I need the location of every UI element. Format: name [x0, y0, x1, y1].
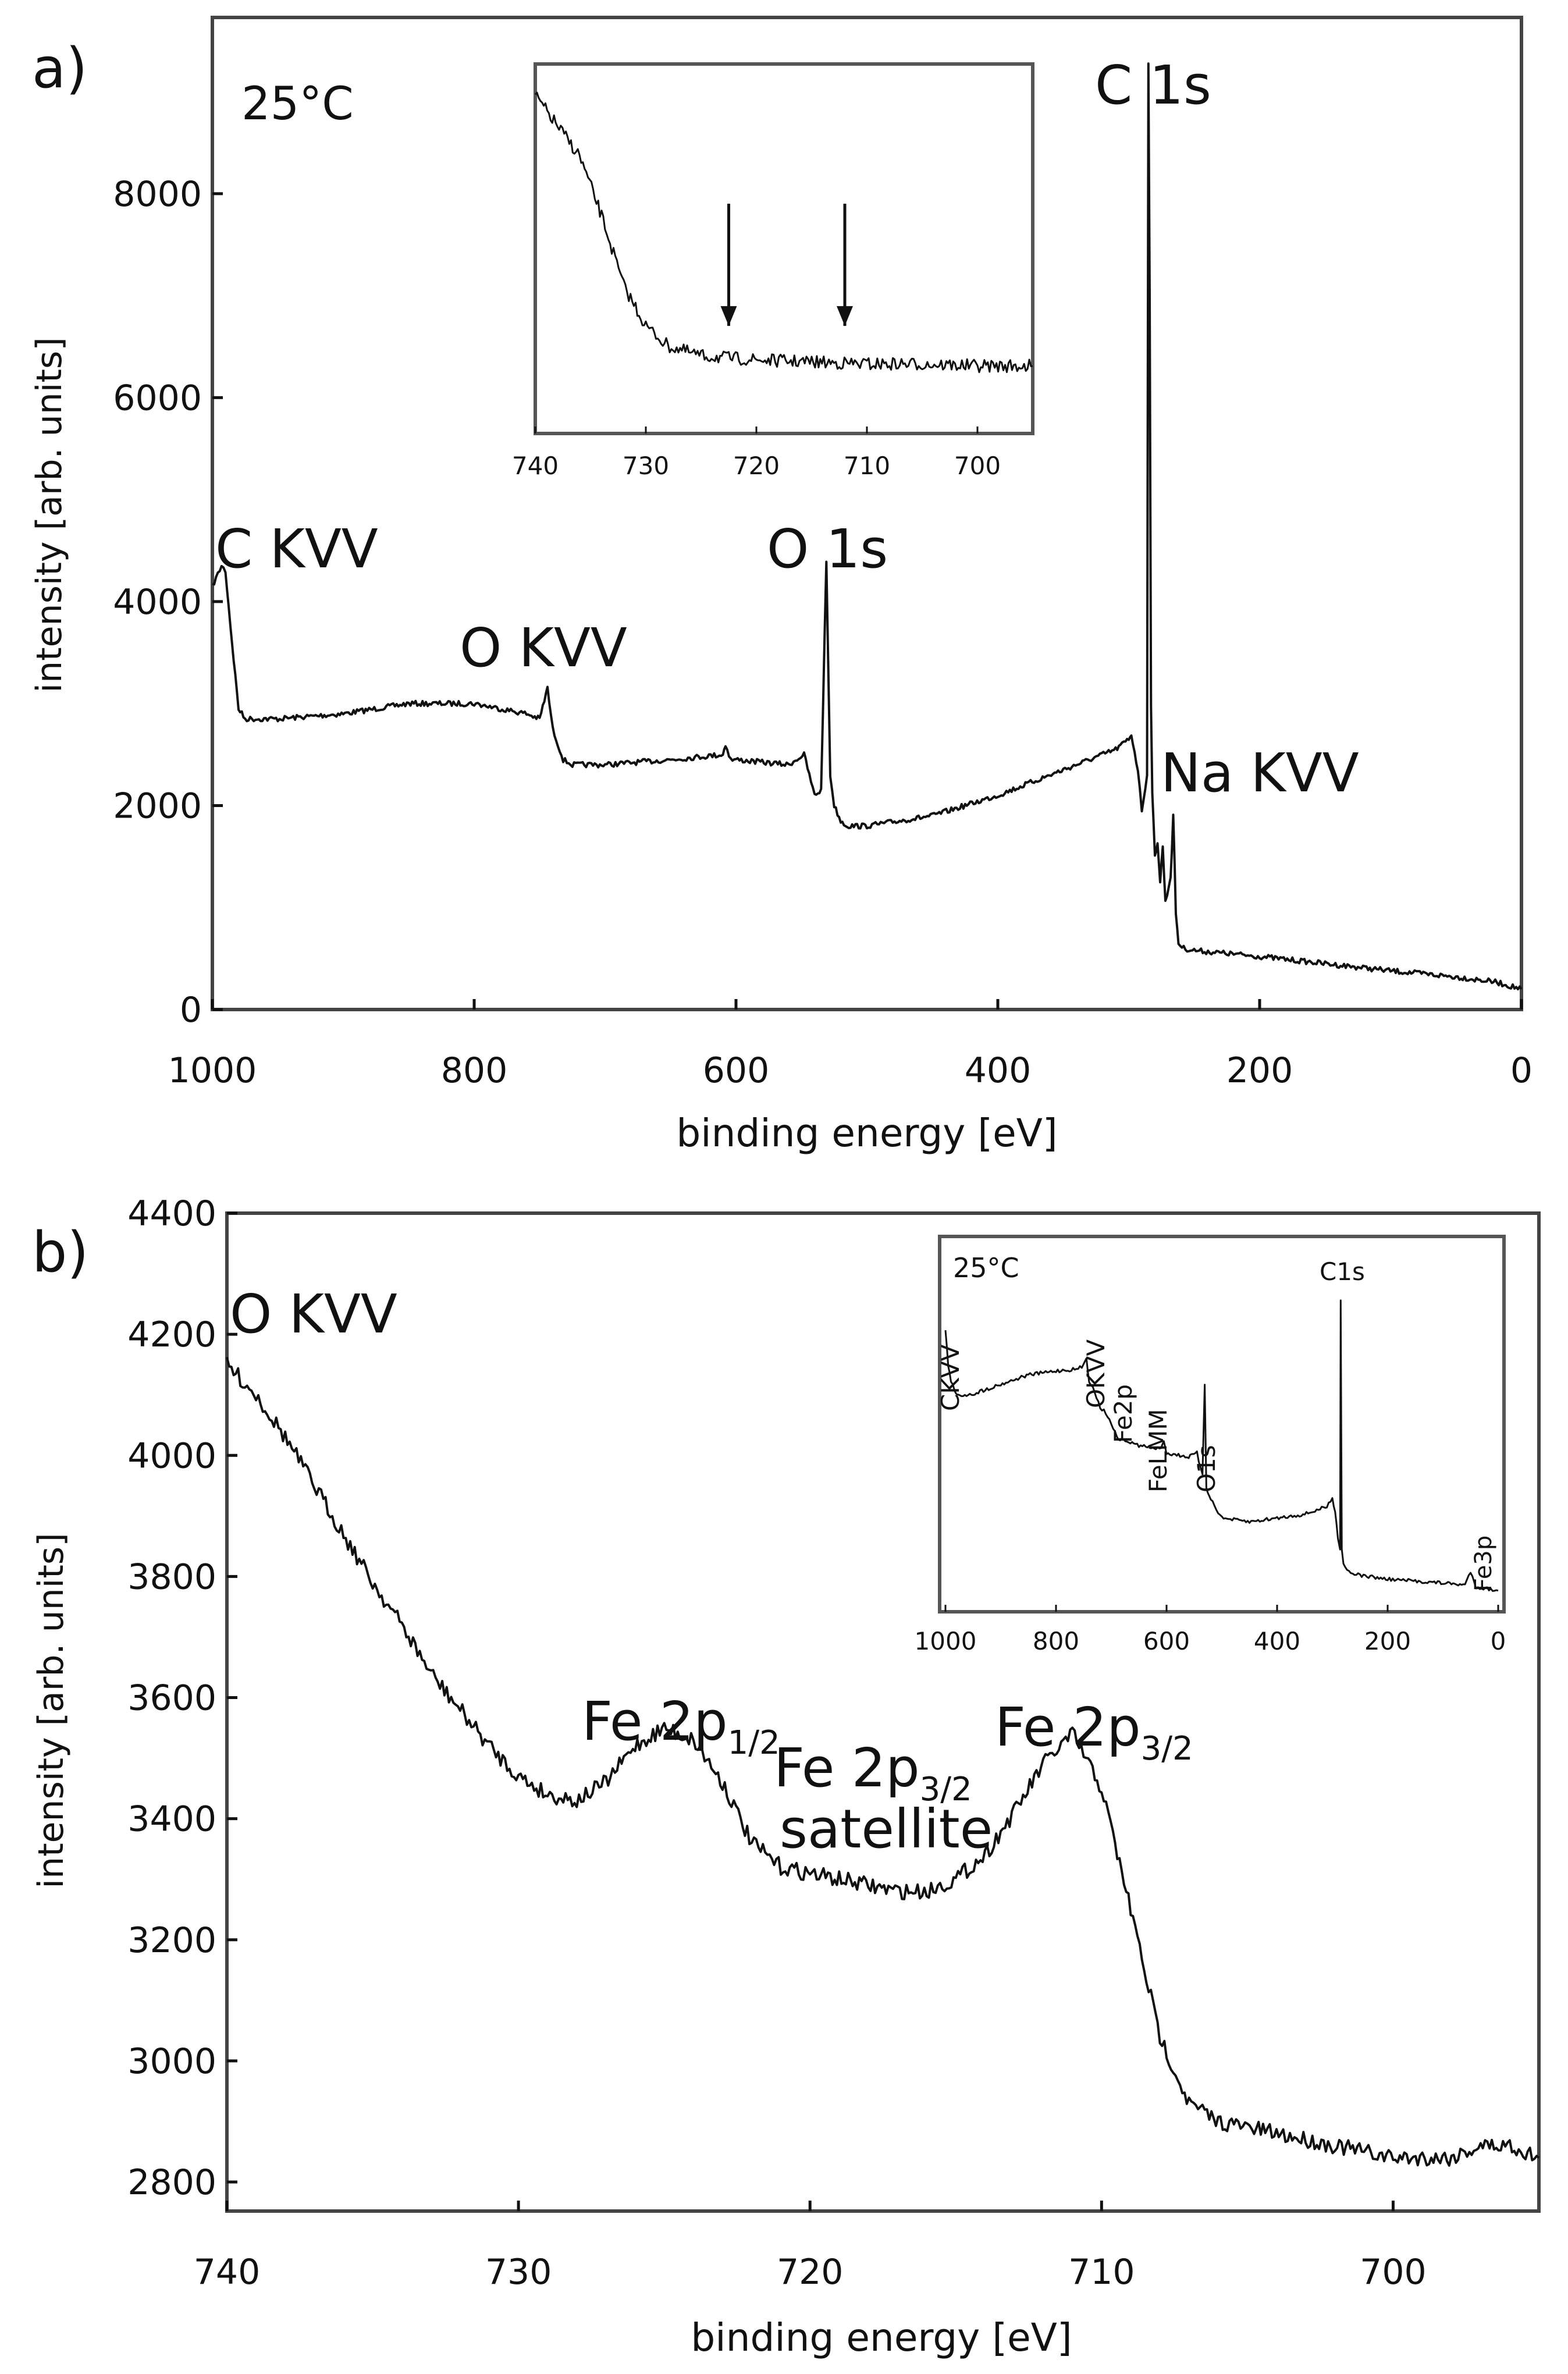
panel-a-x-axis: 1000 800 600 400 200 0	[168, 999, 1533, 1091]
label-fe-2p32-sat: Fe 2p3/2	[774, 1737, 972, 1808]
inset-b-temperature: 25°C	[953, 1252, 1019, 1284]
y-tick-label-4: 8000	[113, 174, 202, 215]
label-satellite: satellite	[780, 1798, 993, 1860]
label-fe-2p32-sat-sub: 3/2	[920, 1771, 972, 1808]
panel-b-frame	[225, 1211, 1541, 2213]
inset-label-fe3p: Fe3p	[1470, 1536, 1497, 1591]
y-tick-label-6: 4000	[127, 1435, 216, 1476]
inset-b-x-tick-label-2: 600	[1143, 1627, 1190, 1655]
panel-b-x-axis: 740 730 720 710 700	[194, 2201, 1427, 2293]
label-b-o-kvv: O KVV	[230, 1283, 397, 1345]
x-tick-label-0: 1000	[168, 1050, 257, 1091]
label-fe-2p32: Fe 2p3/2	[995, 1696, 1193, 1768]
x-tick-label-2: 600	[703, 1050, 770, 1091]
y-tick-label-4: 3600	[127, 1678, 216, 1719]
x-tick-label-1: 730	[485, 2252, 552, 2293]
y-tick-label-5: 3800	[127, 1556, 216, 1597]
y-tick-label-1: 3000	[127, 2041, 216, 2082]
inset-a-x-tick-label-3: 710	[844, 452, 890, 480]
inset-b-spectrum-line	[944, 1299, 1499, 1592]
y-tick-label-2: 4000	[113, 582, 202, 623]
inset-label-okvv: OKVV	[1082, 1339, 1110, 1408]
panel-b-spectrum-line	[226, 1357, 1540, 2167]
inset-label-c1s: C1s	[1320, 1257, 1365, 1286]
label-fe-2p32-sat-base: Fe 2p	[774, 1737, 920, 1799]
y-tick-label-3: 6000	[113, 378, 202, 418]
y-tick-label-8: 4400	[127, 1193, 216, 1234]
label-o-kvv: O KVV	[460, 617, 627, 679]
panel-b: b) 280030003200340036003800400042004400 …	[31, 1193, 1541, 2360]
label-fe-2p12-base: Fe 2p	[582, 1690, 728, 1753]
x-tick-label-5: 0	[1510, 1050, 1533, 1091]
inset-b-x-tick-label-0: 1000	[915, 1627, 977, 1655]
inset-a-x-tick-label-1: 730	[623, 452, 669, 480]
inset-label-ckvv: CKVV	[936, 1344, 965, 1411]
label-na-kvv: Na KVV	[1161, 742, 1359, 804]
panel-b-inset: 25°C 1000 800 600 400 200 0 CKVV OKVV Fe2p Fe…	[915, 1235, 1506, 1655]
y-tick-label-1: 2000	[113, 786, 202, 826]
label-c-kvv: C KVV	[215, 518, 378, 580]
y-tick-label-0: 0	[180, 990, 202, 1030]
label-fe-2p32-sub: 3/2	[1141, 1730, 1193, 1768]
panel-a-y-label: intensity [arb. units]	[29, 337, 70, 692]
label-fe-2p32-base: Fe 2p	[995, 1696, 1141, 1758]
inset-a-arrow-head-1	[837, 306, 853, 326]
panel-b-y-axis: 2800 3000 3200 3400 3600 3800 4000 4200 4400	[127, 1193, 237, 2203]
inset-b-peak-labels: CKVV OKVV Fe2p FeLMM O1s C1s Fe3p	[936, 1257, 1497, 1591]
inset-b-x-tick-label-3: 400	[1254, 1627, 1300, 1655]
panel-a-inset: 740 730 720 710 700	[512, 62, 1034, 480]
inset-a-arrows	[720, 204, 853, 326]
label-o-1s: O 1s	[767, 518, 888, 580]
label-fe-2p12-sub: 1/2	[728, 1724, 780, 1762]
panel-a-frame	[211, 16, 1523, 1011]
inset-b-x-axis: 1000 800 600 400 200 0	[915, 1605, 1506, 1655]
inset-b-frame	[938, 1235, 1506, 1614]
x-tick-label-2: 720	[777, 2252, 844, 2293]
x-tick-label-4: 700	[1360, 2252, 1427, 2293]
inset-a-frame	[534, 62, 1034, 435]
inset-a-arrow-head-0	[720, 306, 737, 326]
panel-a-temperature: 25°C	[241, 78, 354, 130]
inset-a-x-tick-label-2: 720	[733, 452, 780, 480]
inset-b-x-tick-label-1: 800	[1033, 1627, 1079, 1655]
panel-a-y-axis: 0 2000 4000 6000 8000	[113, 174, 223, 1030]
panel-b-y-label: intensity [arb. units]	[31, 1533, 72, 1888]
x-tick-label-1: 800	[441, 1050, 508, 1091]
inset-a-x-tick-label-4: 700	[954, 452, 1001, 480]
x-tick-label-4: 200	[1226, 1050, 1293, 1091]
inset-label-fe2p: Fe2p	[1109, 1384, 1137, 1443]
x-tick-label-3: 400	[965, 1050, 1032, 1091]
y-tick-label-3: 3400	[127, 1799, 216, 1840]
label-c-1s: C 1s	[1095, 54, 1211, 116]
x-tick-label-0: 740	[194, 2252, 261, 2293]
inset-a-x-axis: 740 730 720 710 700	[512, 427, 1001, 480]
y-tick-label-2: 3200	[127, 1920, 216, 1961]
inset-b-x-tick-label-5: 0	[1491, 1627, 1506, 1655]
inset-label-o1s: O1s	[1192, 1445, 1221, 1492]
panel-a-x-label: binding energy [eV]	[676, 1111, 1057, 1156]
label-fe-2p12: Fe 2p1/2	[582, 1690, 780, 1762]
y-tick-label-7: 4200	[127, 1314, 216, 1355]
panel-b-x-label: binding energy [eV]	[691, 2315, 1072, 2360]
panel-b-label: b)	[32, 1221, 88, 1285]
inset-b-x-tick-label-4: 200	[1364, 1627, 1411, 1655]
inset-label-felmm: FeLMM	[1144, 1409, 1172, 1492]
panel-a-label: a)	[32, 37, 87, 101]
inset-a-x-tick-label-0: 740	[512, 452, 559, 480]
inset-a-spectrum-line	[534, 91, 1033, 374]
panel-a-spectrum-line	[212, 62, 1523, 991]
x-tick-label-3: 710	[1068, 2252, 1135, 2293]
y-tick-label-0: 2800	[127, 2162, 216, 2203]
